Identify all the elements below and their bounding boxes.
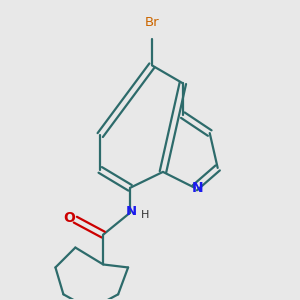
Text: N: N xyxy=(191,181,203,195)
Text: N: N xyxy=(126,205,137,218)
Text: O: O xyxy=(63,211,75,225)
Text: Br: Br xyxy=(145,16,159,29)
Text: H: H xyxy=(141,210,149,220)
